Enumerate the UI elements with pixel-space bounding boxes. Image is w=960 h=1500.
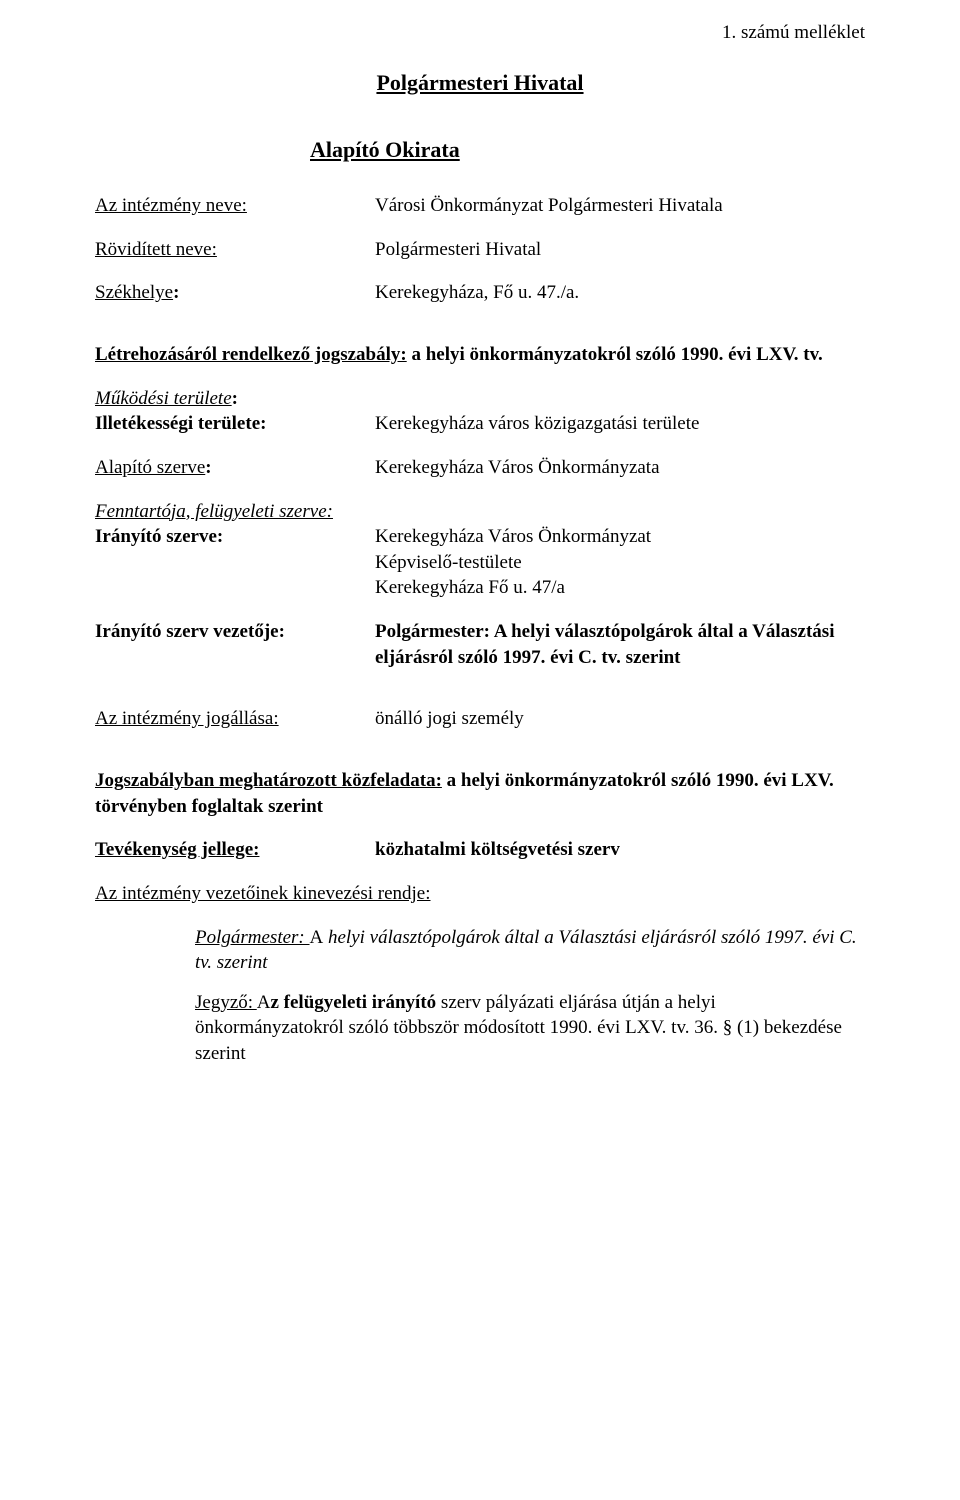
competence-value: Kerekegyháza város közigazgatási terület… bbox=[375, 411, 865, 437]
founder-label: Alapító szerve: bbox=[95, 455, 375, 481]
public-task: Jogszabályban meghatározott közfeladata:… bbox=[95, 768, 865, 819]
sub-title: Alapító Okirata bbox=[95, 135, 865, 165]
director-head-label: Irányító szerv vezetője: bbox=[95, 619, 375, 670]
appendix-label: 1. számú melléklet bbox=[95, 20, 865, 46]
legal-status-label: Az intézmény jogállása: bbox=[95, 706, 375, 732]
clerk-appointment: Jegyző: Az felügyeleti irányító szerv pá… bbox=[95, 990, 865, 1067]
seat-label: Székhelye: bbox=[95, 280, 375, 306]
main-title: Polgármesteri Hivatal bbox=[95, 68, 865, 98]
mayor-appointment: Polgármester: A helyi választópolgárok á… bbox=[95, 925, 865, 976]
institution-name-value: Városi Önkormányzat Polgármesteri Hivata… bbox=[375, 193, 865, 219]
appointment-label: Az intézmény vezetőinek kinevezési rendj… bbox=[95, 881, 865, 907]
short-name-label: Rövidített neve: bbox=[95, 237, 375, 263]
maintainer-label: Fenntartója, felügyeleti szerve: bbox=[95, 499, 865, 525]
director-head-value: Polgármester: A helyi választópolgárok á… bbox=[375, 619, 865, 670]
directing-label: Irányító szerve: bbox=[95, 524, 375, 601]
activity-label: Tevékenység jellege: bbox=[95, 837, 375, 863]
legal-status-value: önálló jogi személy bbox=[375, 706, 865, 732]
short-name-value: Polgármesteri Hivatal bbox=[375, 237, 865, 263]
competence-label: Illetékességi területe: bbox=[95, 411, 375, 437]
founder-value: Kerekegyháza Város Önkormányzata bbox=[375, 455, 865, 481]
directing-value: Kerekegyháza Város Önkormányzat Képvisel… bbox=[375, 524, 865, 601]
activity-value: közhatalmi költségvetési szerv bbox=[375, 837, 865, 863]
seat-value: Kerekegyháza, Fő u. 47./a. bbox=[375, 280, 865, 306]
operation-area-label: Működési területe: bbox=[95, 386, 865, 412]
creation-law: Létrehozásáról rendelkező jogszabály: a … bbox=[95, 342, 865, 368]
institution-name-label: Az intézmény neve: bbox=[95, 193, 375, 219]
